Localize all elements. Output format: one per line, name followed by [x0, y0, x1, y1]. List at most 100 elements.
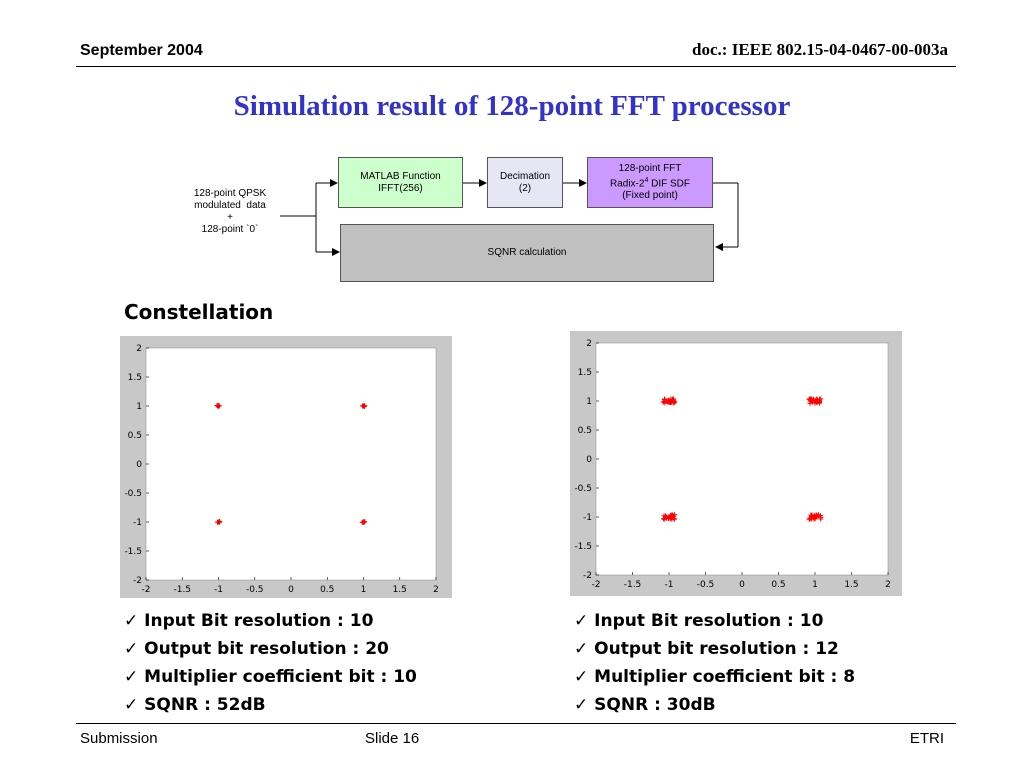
constellation-plot-right: -2 -1.5 -1 -0.5 0 0.5 1 1.5 2 2 1.5 1 0.5 0 -0.5 -1 -1.5… — [570, 331, 902, 596]
right-result-item: ✓ Multiplier coefficient bit : 8 — [574, 667, 856, 687]
fft-radix-exponent: 4 — [644, 176, 649, 184]
y-tick-label: -1.5 — [124, 547, 142, 557]
decimation-block-line: (2) — [518, 182, 532, 194]
x-tick-label: 0.5 — [771, 580, 785, 590]
constellation-point — [671, 516, 677, 522]
constellation-point — [216, 403, 222, 409]
header-doc-id: doc.: IEEE 802.15-04-0467-00-003a — [692, 40, 948, 59]
x-tick-label: -0.5 — [246, 585, 264, 595]
constellation-point — [360, 519, 366, 525]
matlab-block-line: IFFT(256) — [378, 182, 423, 194]
x-tick-label: 2 — [885, 580, 891, 590]
x-tick-label: 1 — [812, 580, 818, 590]
x-tick-label: 0.5 — [320, 585, 334, 595]
constellation-svg-left: -2 -1.5 -1 -0.5 0 0.5 1 1.5 2 2 1.5 1 0.5 0 -0.5 -1 -1.5… — [124, 344, 439, 595]
left-result-item: ✓ Output bit resolution : 20 — [124, 639, 389, 659]
fft-block: 128-point FFT Radix-24 DIF SDF (Fixed po… — [587, 157, 713, 208]
constellation-point — [669, 399, 675, 405]
constellation-point — [817, 398, 823, 404]
slide-title: Simulation result of 128-point FFT proce… — [233, 90, 791, 122]
x-tick-label: 1.5 — [393, 585, 407, 595]
footer-submission: Submission — [80, 730, 158, 747]
constellation-plot-left: -2 -1.5 -1 -0.5 0 0.5 1 1.5 2 2 1.5 1 0.5 0 -0.5 -1 -1.5… — [120, 336, 452, 598]
x-tick-label: 0 — [288, 585, 294, 595]
left-result-item: ✓ Multiplier coefficient bit : 10 — [124, 667, 417, 687]
left-result-item: ✓ SQNR : 52dB — [124, 695, 266, 715]
fft-radix-text: Radix-2 — [609, 178, 645, 190]
header-date: September 2004 — [80, 42, 203, 59]
constellation-point — [817, 513, 823, 519]
diagram-arrows — [280, 179, 739, 256]
input-label: 128-point QPSK modulated data + 128-poin… — [180, 188, 280, 236]
decimation-block: Decimation (2) — [487, 157, 563, 208]
right-result-item: ✓ Output bit resolution : 12 — [574, 639, 839, 659]
sqnr-calculation-block: SQNR calculation — [340, 224, 714, 282]
constellation-point — [662, 396, 668, 402]
y-tick-label: 0 — [586, 455, 592, 465]
x-tick-label: 1.5 — [844, 580, 858, 590]
footer-organization: ETRI — [909, 730, 944, 747]
matlab-block-line: MATLAB Function — [360, 170, 441, 182]
left-results-list: ✓ Input Bit resolution : 10 ✓ Output bit… — [124, 607, 417, 719]
constellation-point — [669, 512, 675, 518]
constellation-point — [812, 400, 818, 406]
constellation-point — [359, 403, 365, 409]
matlab-ifft-block: MATLAB Function IFFT(256) — [338, 157, 463, 208]
plot-area — [145, 347, 437, 581]
y-tick-label: 1 — [586, 397, 592, 407]
x-tick-label: 2 — [433, 585, 439, 595]
y-tick-label: -0.5 — [574, 484, 592, 494]
fft-block-line: Radix-24 DIF SDF — [610, 175, 690, 190]
constellation-point — [814, 513, 820, 519]
y-tick-label: 0.5 — [128, 431, 142, 441]
constellation-svg-right: -2 -1.5 -1 -0.5 0 0.5 1 1.5 2 2 1.5 1 0.5 0 -0.5 -1 -1.5… — [574, 339, 891, 590]
x-tick-label: -2 — [592, 580, 601, 590]
constellation-point — [214, 519, 220, 525]
fft-sdf-text: DIF SDF — [648, 178, 691, 190]
y-tick-label: -0.5 — [124, 489, 142, 499]
footer-rule — [76, 723, 956, 724]
y-tick-label: 2 — [136, 344, 142, 354]
y-tick-label: 1.5 — [578, 368, 592, 378]
input-label-line: modulated data — [194, 200, 266, 211]
constellation-point — [810, 397, 816, 403]
input-label-line: 128-point `0` — [201, 224, 259, 235]
right-results-list: ✓ Input Bit resolution : 10 ✓ Output bit… — [574, 607, 855, 719]
input-label-line: 128-point QPSK — [193, 188, 267, 199]
x-tick-label: -1 — [214, 585, 223, 595]
y-tick-label: 0.5 — [578, 426, 592, 436]
x-tick-label: -0.5 — [697, 580, 715, 590]
footer-slide-number: Slide 16 — [365, 730, 420, 747]
constellation-point — [806, 516, 812, 522]
x-tick-label: 0 — [739, 580, 745, 590]
y-tick-label: -2 — [583, 571, 592, 581]
y-tick-label: 0 — [136, 460, 142, 470]
x-tick-label: -1.5 — [173, 585, 191, 595]
constellation-point — [665, 398, 671, 404]
y-tick-label: -1 — [583, 513, 592, 523]
y-tick-label: -2 — [133, 576, 142, 586]
x-tick-label: -1.5 — [624, 580, 642, 590]
x-tick-label: -2 — [142, 585, 151, 595]
y-tick-label: 2 — [586, 339, 592, 349]
block-diagram: 128-point QPSK modulated data + 128-poin… — [0, 0, 1024, 300]
fft-block-line: (Fixed point) — [622, 190, 678, 202]
input-label-line: + — [227, 212, 233, 223]
y-tick-label: -1 — [133, 518, 142, 528]
constellation-point — [660, 399, 666, 405]
y-tick-label: -1.5 — [574, 542, 592, 552]
x-tick-label: 1 — [361, 585, 367, 595]
constellation-point — [661, 516, 667, 522]
right-result-item: ✓ SQNR : 30dB — [574, 695, 716, 715]
section-heading: Constellation — [124, 300, 274, 324]
fft-block-line: 128-point FFT — [618, 162, 682, 174]
left-result-item: ✓ Input Bit resolution : 10 — [124, 611, 374, 631]
y-tick-label: 1.5 — [128, 373, 142, 383]
sqnr-block-label: SQNR calculation — [487, 247, 567, 258]
header-rule — [76, 66, 956, 67]
constellation-point — [670, 396, 676, 402]
x-tick-label: -1 — [665, 580, 674, 590]
y-tick-label: 1 — [136, 402, 142, 412]
plot-area — [595, 342, 889, 576]
decimation-block-line: Decimation — [499, 170, 551, 182]
